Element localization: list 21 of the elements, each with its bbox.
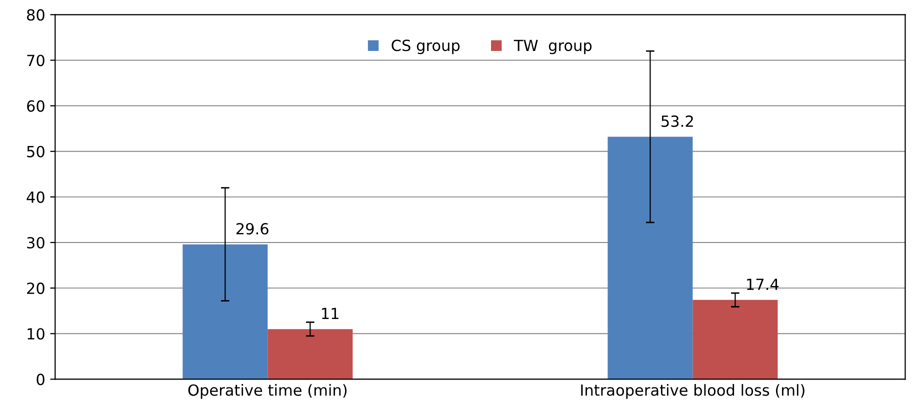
- y-tick-label: 50: [27, 146, 44, 158]
- y-tick-label: 60: [27, 100, 44, 112]
- data-label: 29.6: [236, 222, 268, 235]
- y-tick-label: 10: [28, 328, 44, 340]
- y-tick-label: 40: [26, 191, 44, 203]
- y-tick-label: 20: [27, 282, 44, 294]
- data-label: 11: [322, 308, 338, 320]
- x-tick-label: Operative time (min): [188, 384, 347, 399]
- data-label: 17.4: [747, 278, 779, 290]
- legend-label: TW group: [514, 40, 592, 54]
- bar: [182, 244, 268, 380]
- y-tick-label: 80: [27, 9, 44, 21]
- y-tick-label: 30: [27, 236, 44, 249]
- y-tick-label: 70: [27, 54, 44, 66]
- x-tick-label: Intraoperative blood loss (ml): [581, 384, 804, 399]
- legend-label: CS group: [392, 40, 460, 54]
- data-label: 53.2: [662, 115, 693, 127]
- bar: [692, 300, 778, 380]
- bar: [608, 136, 693, 380]
- y-tick-label: 0: [36, 374, 44, 386]
- bar: [268, 329, 353, 380]
